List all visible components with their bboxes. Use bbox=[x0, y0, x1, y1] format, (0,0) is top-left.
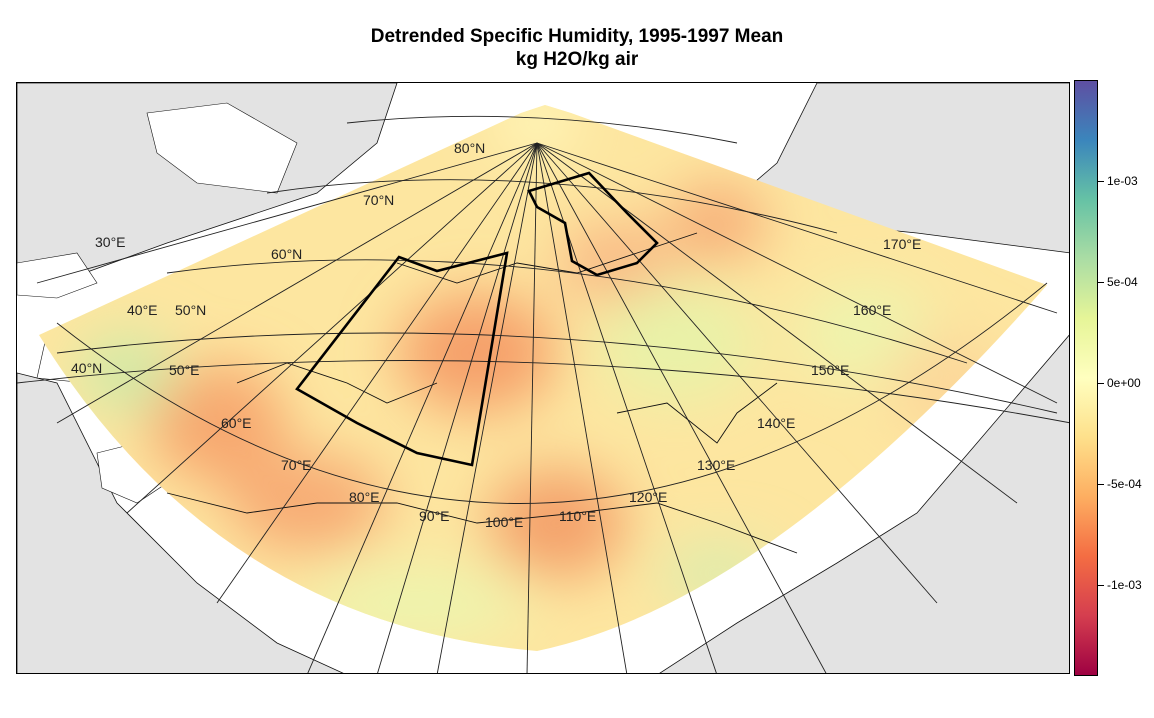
meridian-40e bbox=[56, 142, 538, 424]
meridian-140e bbox=[536, 142, 938, 604]
colorbar-tick-mark bbox=[1098, 484, 1104, 486]
lon-label-70e: 70°E bbox=[281, 457, 312, 473]
meridian-30e bbox=[36, 142, 538, 284]
title-line-1: Detrended Specific Humidity, 1995-1997 M… bbox=[370, 26, 784, 47]
lat-circle-50 bbox=[56, 332, 1058, 414]
lat-label-60n: 60°N bbox=[271, 246, 302, 262]
west-study-region bbox=[295, 251, 509, 467]
colorbar-tick-mark bbox=[1098, 383, 1104, 385]
lon-label-110e: 110°E bbox=[559, 508, 596, 524]
title-line-2: kg H2O/kg air bbox=[515, 49, 639, 70]
lon-label-50e: 50°E bbox=[169, 362, 200, 378]
colorbar-tick-mark bbox=[1098, 181, 1104, 182]
map-panel: 80°N 70°N 60°N 50°N 40°N 30°E 40°E 50°E … bbox=[16, 82, 1070, 674]
meridian-70e bbox=[307, 142, 538, 673]
lat-label-70n: 70°N bbox=[363, 192, 394, 208]
east-study-region bbox=[527, 171, 659, 277]
colorbar-tick-mark bbox=[1098, 282, 1104, 283]
study-region-outlines bbox=[295, 171, 659, 467]
colorbar-tick-label: 5e-04 bbox=[1107, 275, 1138, 289]
sector-boundary-arc bbox=[56, 282, 1048, 504]
arctic-coast bbox=[396, 232, 698, 284]
meridian-90e bbox=[436, 142, 538, 673]
coastlines bbox=[166, 232, 798, 554]
colorbar bbox=[1074, 80, 1098, 676]
lon-label-150e: 150°E bbox=[811, 362, 849, 378]
graticule bbox=[17, 115, 1069, 673]
meridian-160e bbox=[536, 142, 1058, 404]
meridian-100e bbox=[526, 142, 538, 673]
meridian-60e bbox=[216, 142, 538, 604]
colorbar-tick-label: -5e-04 bbox=[1107, 477, 1142, 492]
east-asia-landmass bbox=[659, 334, 1069, 673]
lon-label-90e: 90°E bbox=[419, 508, 450, 524]
lon-label-130e: 130°E bbox=[697, 457, 735, 473]
inland-border-east bbox=[616, 382, 778, 444]
map-title: Detrended Specific Humidity, 1995-1997 M… bbox=[0, 25, 1154, 71]
white-inland-sea bbox=[17, 252, 98, 299]
colorbar-tick-label: 1e-03 bbox=[1107, 174, 1138, 188]
meridian-80e bbox=[377, 142, 538, 673]
colorbar-tick-label: 0e+00 bbox=[1107, 376, 1141, 391]
lon-label-30e: 30°E bbox=[95, 234, 126, 250]
lon-label-160e: 160°E bbox=[853, 302, 891, 318]
colorbar-tick-label: -1e-03 bbox=[1107, 578, 1142, 593]
lat-label-80n: 80°N bbox=[454, 140, 485, 156]
lon-label-170e: 170°E bbox=[883, 236, 921, 252]
lon-label-40e: 40°E bbox=[127, 302, 158, 318]
graticule-labels: 80°N 70°N 60°N 50°N 40°N 30°E 40°E 50°E … bbox=[71, 140, 921, 530]
inland-border-west bbox=[236, 362, 438, 404]
lat-label-50n: 50°N bbox=[175, 302, 206, 318]
lon-label-80e: 80°E bbox=[349, 489, 380, 505]
meridian-170e bbox=[536, 142, 1058, 314]
map-canvas: 80°N 70°N 60°N 50°N 40°N 30°E 40°E 50°E … bbox=[17, 83, 1069, 673]
lat-label-40n: 40°N bbox=[71, 360, 102, 376]
lon-label-60e: 60°E bbox=[221, 415, 252, 431]
baltic-region bbox=[146, 102, 298, 194]
southwest-asia-landmass bbox=[17, 372, 344, 673]
meridian-50e bbox=[126, 142, 538, 514]
meridian-110e bbox=[536, 142, 628, 673]
lat-circle-70 bbox=[266, 179, 838, 234]
colorbar-tick-mark bbox=[1098, 585, 1104, 587]
meridian-130e bbox=[536, 142, 827, 673]
lon-label-140e: 140°E bbox=[757, 415, 795, 431]
southern-border bbox=[166, 492, 798, 554]
lon-label-100e: 100°E bbox=[485, 514, 523, 530]
lat-circle-80 bbox=[346, 115, 738, 144]
lat-circle-40 bbox=[17, 360, 1069, 424]
lon-label-120e: 120°E bbox=[629, 489, 667, 505]
lat-circle-60 bbox=[166, 259, 968, 364]
